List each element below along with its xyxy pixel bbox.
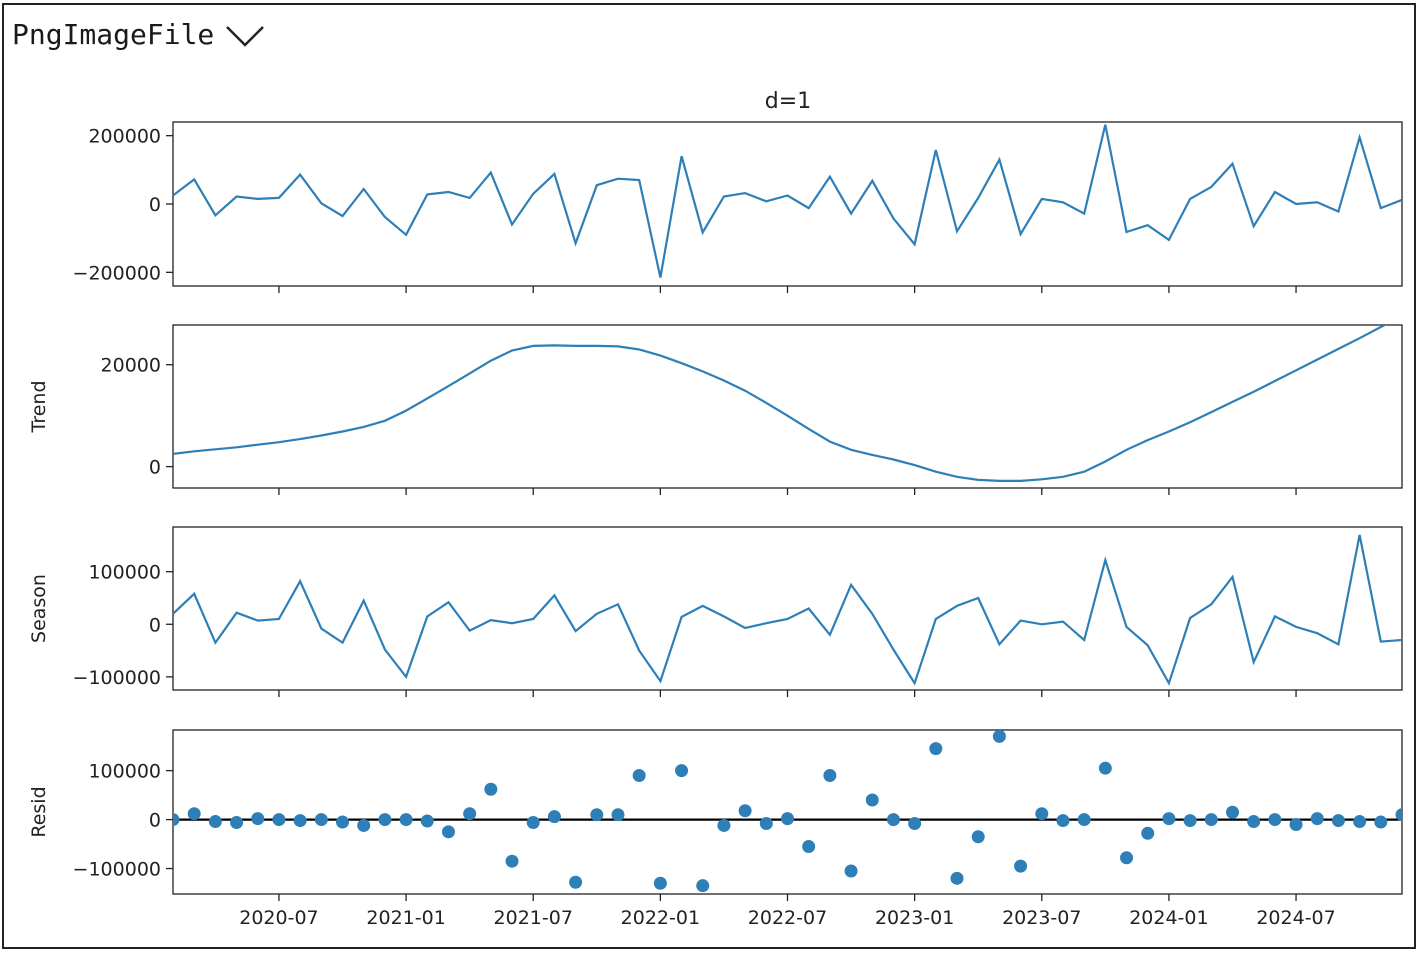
- resid-point: [1289, 817, 1303, 831]
- resid-point: [1035, 807, 1049, 821]
- resid-point: [336, 815, 350, 829]
- output-header: PngImageFile: [12, 14, 266, 54]
- xtick-label: 2023-07: [1002, 907, 1081, 929]
- resid-point: [992, 730, 1006, 743]
- panel-observed-ytick-label: −200000: [73, 262, 161, 284]
- resid-point: [1141, 826, 1155, 840]
- resid-point: [173, 813, 180, 827]
- panel-trend-frame: [172, 324, 1403, 489]
- resid-point: [802, 840, 816, 854]
- xtick-label: 2024-07: [1256, 907, 1335, 929]
- chart-title: d=1: [765, 89, 811, 114]
- resid-point: [1183, 814, 1197, 828]
- xtick-label: 2020-07: [239, 907, 318, 929]
- resid-point: [208, 815, 222, 829]
- resid-point: [950, 871, 964, 885]
- resid-point: [1162, 812, 1176, 826]
- resid-point: [378, 813, 392, 827]
- xtick-label: 2022-07: [748, 907, 827, 929]
- panel-resid-ytick-label: 100000: [88, 761, 161, 783]
- chevron-down-icon[interactable]: [224, 19, 266, 49]
- resid-point: [1247, 815, 1261, 829]
- panel-seasonal-series-line: [173, 534, 1402, 686]
- panel-resid-ytick-label: −100000: [73, 859, 161, 881]
- panel-observed-ytick-label: 0: [149, 194, 161, 216]
- panel-trend-series-line: [173, 325, 1388, 482]
- resid-point: [886, 813, 900, 827]
- panel-seasonal-ytick-label: 100000: [88, 562, 161, 584]
- xtick-label: 2022-01: [621, 907, 700, 929]
- resid-point: [230, 816, 244, 830]
- resid-point: [844, 864, 858, 878]
- resid-point: [569, 875, 583, 889]
- resid-point: [484, 782, 498, 796]
- panel-seasonal-ytick-label: 0: [149, 614, 161, 636]
- resid-point: [1353, 815, 1367, 829]
- resid-point: [1014, 859, 1028, 873]
- resid-point: [738, 804, 752, 818]
- panel-seasonal-ylabel: Season: [28, 574, 50, 643]
- resid-point: [293, 814, 307, 828]
- panel-resid-ylabel: Resid: [28, 786, 50, 837]
- resid-point: [251, 812, 265, 826]
- panel-trend-ylabel: Trend: [28, 381, 50, 434]
- resid-point: [1331, 814, 1345, 828]
- panel-seasonal-frame: [172, 526, 1403, 691]
- panel-resid-frame: [172, 729, 1403, 895]
- xtick-label: 2021-01: [366, 907, 445, 929]
- resid-point: [781, 812, 794, 826]
- panel-observed-frame: [172, 121, 1403, 287]
- resid-point: [1098, 761, 1112, 775]
- resid-point: [1225, 805, 1239, 819]
- resid-point: [653, 876, 667, 890]
- panel-observed-series-line: [173, 124, 1402, 278]
- resid-point: [717, 818, 731, 832]
- resid-point: [929, 742, 943, 756]
- resid-point: [441, 825, 455, 839]
- image-frame: [2, 3, 1416, 949]
- panel-seasonal-ytick-label: −100000: [73, 667, 161, 689]
- resid-point: [611, 808, 625, 822]
- panel-trend-ytick-label: 20000: [101, 355, 161, 377]
- resid-point: [1374, 815, 1388, 829]
- xtick-label: 2023-01: [875, 907, 954, 929]
- resid-point: [1077, 813, 1091, 827]
- resid-point: [526, 816, 540, 830]
- resid-point: [463, 807, 477, 821]
- resid-point: [696, 879, 710, 893]
- resid-point: [632, 769, 646, 783]
- resid-point: [420, 814, 434, 828]
- resid-point: [590, 808, 604, 822]
- resid-point: [1056, 814, 1070, 828]
- resid-point: [272, 813, 286, 827]
- panel-observed-ytick-label: 200000: [88, 126, 161, 148]
- resid-point: [357, 818, 371, 832]
- resid-point: [505, 854, 519, 868]
- resid-point: [759, 817, 773, 831]
- resid-point: [399, 813, 413, 827]
- resid-point: [1120, 851, 1134, 865]
- resid-point: [823, 769, 837, 783]
- resid-point: [1395, 808, 1402, 822]
- panel-trend-ytick-label: 0: [149, 457, 161, 479]
- resid-point: [547, 810, 561, 824]
- xtick-label: 2021-07: [494, 907, 573, 929]
- resid-point: [908, 817, 922, 831]
- resid-point: [1310, 812, 1324, 826]
- panel-resid-ytick-label: 0: [149, 810, 161, 832]
- resid-point: [314, 813, 328, 827]
- xtick-label: 2024-01: [1129, 907, 1208, 929]
- file-type-label: PngImageFile: [12, 17, 215, 51]
- resid-point: [865, 793, 879, 807]
- resid-point: [1268, 813, 1282, 827]
- resid-point: [187, 807, 201, 821]
- resid-point: [675, 764, 689, 778]
- resid-point: [971, 830, 985, 844]
- resid-point: [1204, 813, 1218, 827]
